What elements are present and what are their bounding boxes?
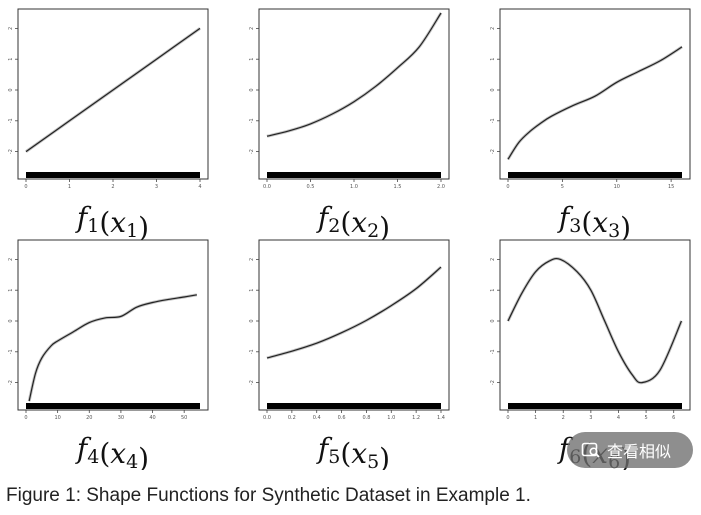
panel-2-xtick-label: 1.5: [394, 184, 402, 190]
image-search-icon: [581, 442, 600, 458]
panel-3-ytick-label: 0: [490, 88, 496, 91]
find-similar-label: 查看相似: [607, 442, 672, 461]
panel-3-ytick-label: 2: [490, 27, 496, 30]
panel-4-xtick-label: 50: [181, 415, 187, 421]
panel-5-rug: [267, 403, 441, 409]
panel-4-rug: [26, 403, 200, 409]
shape-function-panel-1: -2 -1 0 1 2 0 1 2 3 4 f1(x1): [8, 8, 209, 244]
shape-function-panel-5: -2 -1 0 1 2 0.0 0.2 0.4 0.6 0.8 1.0 1.2 1.4 f5(x5): [249, 239, 450, 470]
panel-6-xtick-label: 5: [645, 415, 648, 421]
panel-4-function-label: f4(x4): [75, 432, 149, 470]
panel-6-ytick-label: 2: [490, 258, 496, 261]
panel-3-xtick-label: 10: [614, 184, 620, 190]
panel-1-curve: [25, 27, 201, 153]
panel-4-ytick-label: 0: [8, 319, 14, 322]
panel-4-curve: [28, 294, 197, 402]
panel-1-frame: [17, 8, 209, 180]
panel-5-ytick-label: 0: [249, 319, 255, 322]
panel-5-xtick-label: 0.2: [288, 415, 296, 421]
panel-1-xtick-label: 0: [24, 184, 27, 190]
panel-4-ytick-label: -1: [8, 349, 14, 354]
panel-2-ytick-label: 0: [249, 88, 255, 91]
panel-5-xtick-label: 1.0: [387, 415, 395, 421]
panel-5-function-label: f5(x5): [316, 432, 390, 470]
panel-5-xtick-label: 1.2: [412, 415, 420, 421]
panel-2-curve: [266, 12, 442, 137]
panel-3-xtick-label: 0: [506, 184, 509, 190]
panel-3-function-label: f3(x3): [557, 201, 631, 244]
panel-2-xtick-label: 2.0: [437, 184, 445, 190]
panel-3-curve: [507, 46, 683, 160]
panel-4-ytick-label: 1: [8, 289, 14, 292]
panel-6-xtick-label: 0: [506, 415, 509, 421]
shape-function-panel-3: -2 -1 0 1 2 0 5 10 15 f3(x3): [490, 8, 691, 244]
panel-3-xtick-label: 5: [561, 184, 564, 190]
panel-3-xtick-label: 15: [668, 184, 674, 190]
panel-6-ytick-label: -2: [490, 380, 496, 385]
panel-3-ytick-label: -2: [490, 149, 496, 154]
shape-function-panel-6: -2-10120123456f6(x6): [490, 239, 691, 470]
panel-6-ytick-label: 0: [490, 319, 496, 322]
panel-6-xtick-label: 6: [672, 415, 675, 421]
panel-6-curve: [507, 257, 682, 384]
find-similar-button[interactable]: 查看相似: [567, 432, 693, 468]
panel-5-xtick-label: 0.0: [263, 415, 271, 421]
panel-4-ytick-label: -2: [8, 380, 14, 385]
panel-1-ytick-label: 1: [8, 58, 14, 61]
panel-6-xtick-label: 4: [617, 415, 620, 421]
panel-4-xtick-label: 0: [24, 415, 27, 421]
panel-1-ytick-label: 2: [8, 27, 14, 30]
panel-2-frame: [258, 8, 450, 180]
shape-function-panel-2: -2 -1 0 1 2 0.0 0.5 1.0 1.5 2.0 f2(x2): [249, 8, 450, 244]
panel-4-xtick-label: 10: [54, 415, 60, 421]
panel-5-xtick-label: 0.4: [313, 415, 321, 421]
panel-3-frame: [499, 8, 691, 180]
panel-4-ytick-label: 2: [8, 258, 14, 261]
panel-3-ytick-label: 1: [490, 58, 496, 61]
panel-1-xtick-label: 3: [155, 184, 158, 190]
panel-2-ytick-label: -1: [249, 118, 255, 123]
panel-6-xtick-label: 3: [589, 415, 592, 421]
panel-2-function-label: f2(x2): [316, 201, 390, 244]
panel-5-ytick-label: -2: [249, 380, 255, 385]
panel-3-ytick-label: -1: [490, 118, 496, 123]
panel-1-function-label: f1(x1): [75, 201, 149, 244]
panel-4-xtick-label: 20: [86, 415, 92, 421]
panel-5-ytick-label: 1: [249, 289, 255, 292]
panel-6-xtick-label: 1: [534, 415, 537, 421]
panel-6-xtick-label: 2: [562, 415, 565, 421]
panel-5-ytick-label: -1: [249, 349, 255, 354]
panel-5-curve: [266, 266, 442, 359]
panel-5-frame: [258, 239, 450, 411]
panel-1-xtick-label: 2: [111, 184, 114, 190]
panel-2-ytick-label: -2: [249, 149, 255, 154]
panel-4-xtick-label: 30: [118, 415, 124, 421]
panel-2-xtick-label: 0.0: [263, 184, 271, 190]
panel-6-rug: [508, 403, 682, 409]
figure-caption: Figure 1: Shape Functions for Synthetic …: [6, 485, 531, 506]
panel-2-ytick-label: 2: [249, 27, 255, 30]
panel-1-rug: [26, 172, 200, 178]
panel-1-ytick-label: -1: [8, 118, 14, 123]
panel-4-frame: [17, 239, 209, 411]
panel-6-ytick-label: 1: [490, 289, 496, 292]
panel-1-xtick-label: 1: [68, 184, 71, 190]
panel-1-xtick-label: 4: [198, 184, 201, 190]
panel-5-xtick-label: 1.4: [437, 415, 445, 421]
panel-1-ytick-label: 0: [8, 88, 14, 91]
panel-2-xtick-label: 0.5: [307, 184, 315, 190]
panel-6-frame: [499, 239, 691, 411]
panel-5-ytick-label: 2: [249, 258, 255, 261]
panel-5-xtick-label: 0.8: [362, 415, 370, 421]
panel-4-xtick-label: 40: [149, 415, 155, 421]
panel-2-xtick-label: 1.0: [350, 184, 358, 190]
panel-2-rug: [267, 172, 441, 178]
panel-6-ytick-label: -1: [490, 349, 496, 354]
panel-5-xtick-label: 0.6: [338, 415, 346, 421]
panel-2-ytick-label: 1: [249, 58, 255, 61]
panel-1-ytick-label: -2: [8, 149, 14, 154]
panel-3-rug: [508, 172, 682, 178]
